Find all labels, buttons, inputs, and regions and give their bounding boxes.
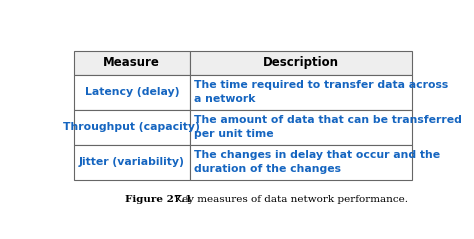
Text: Measure: Measure [103, 56, 160, 69]
Text: The time required to transfer data across
a network: The time required to transfer data acros… [194, 81, 448, 104]
Text: Key measures of data network performance.: Key measures of data network performance… [168, 195, 408, 204]
Text: Latency (delay): Latency (delay) [84, 87, 179, 97]
Text: Description: Description [263, 56, 339, 69]
Bar [74, 145, 190, 179]
Text: The changes in delay that occur and the
duration of the changes: The changes in delay that occur and the … [194, 151, 440, 174]
Text: Figure 27.1: Figure 27.1 [125, 195, 192, 204]
Text: Jitter (variability): Jitter (variability) [79, 157, 185, 167]
Bar [190, 110, 412, 145]
Bar [74, 75, 190, 110]
Text: The amount of data that can be transferred
per unit time: The amount of data that can be transferr… [194, 115, 462, 139]
Text: Throughput (capacity): Throughput (capacity) [64, 122, 200, 132]
Bar [190, 145, 412, 179]
Bar [74, 110, 190, 145]
Bar [74, 51, 190, 75]
Bar [190, 75, 412, 110]
Bar [190, 51, 412, 75]
